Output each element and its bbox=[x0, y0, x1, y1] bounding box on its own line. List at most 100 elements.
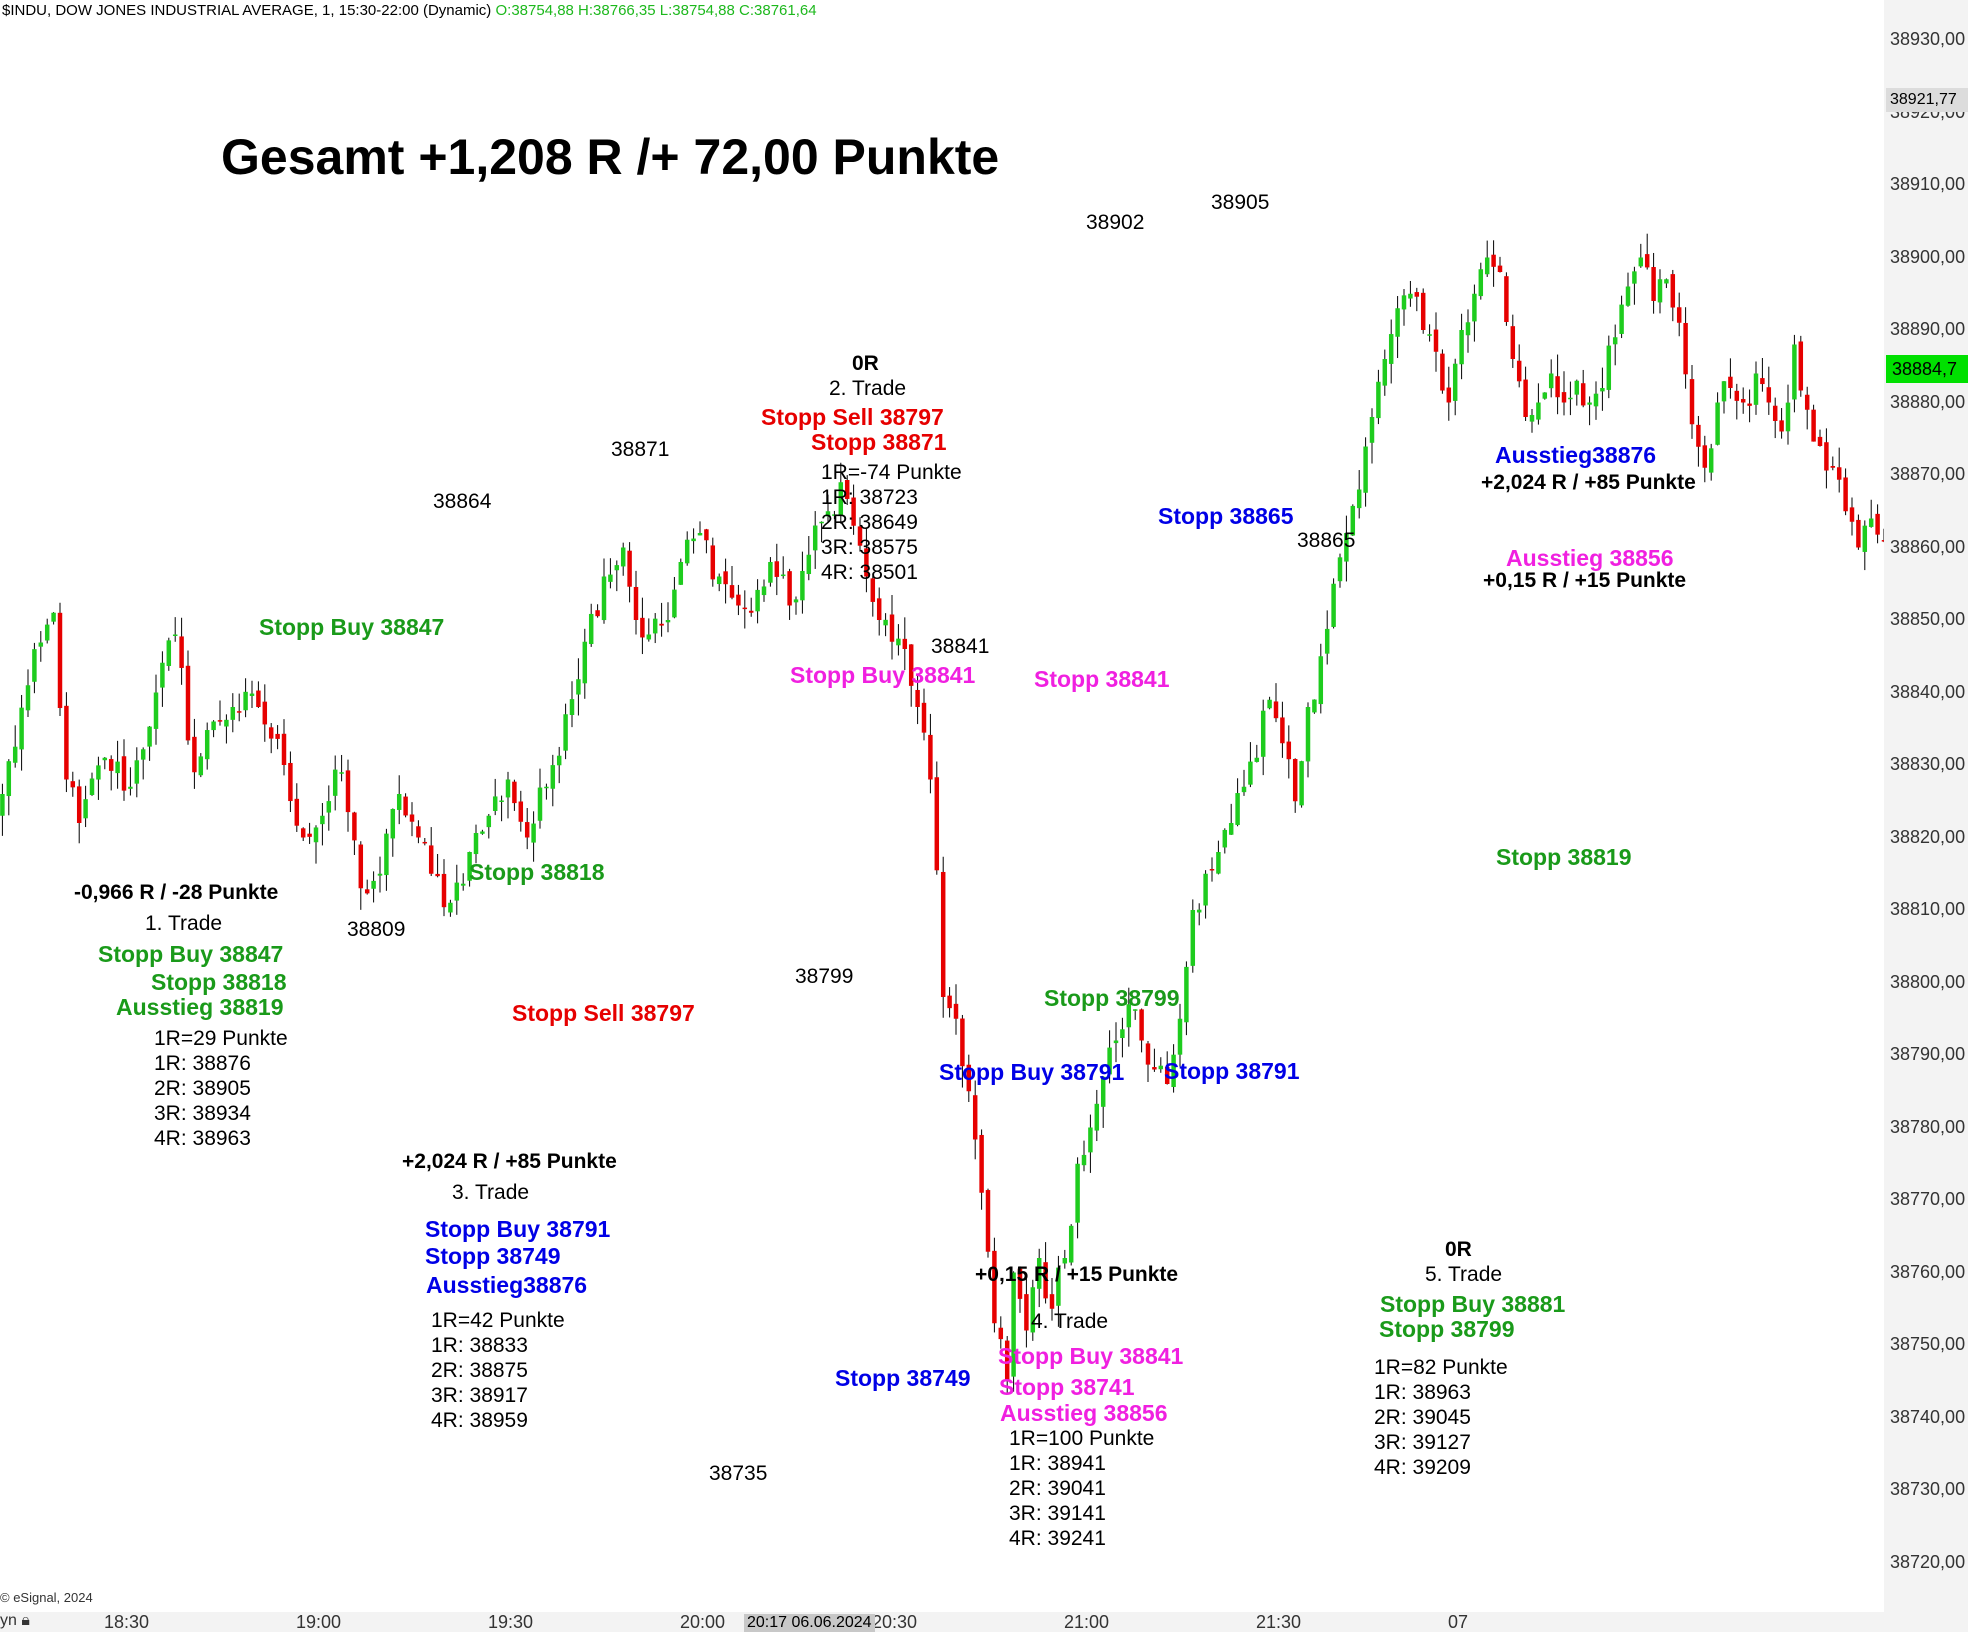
candle-up bbox=[1088, 1127, 1093, 1153]
candle-up bbox=[678, 562, 684, 585]
trade3-r-line: 2R: 38875 bbox=[431, 1359, 528, 1382]
candle-down bbox=[1696, 424, 1701, 447]
candle-up bbox=[249, 693, 255, 696]
candle-down bbox=[518, 801, 524, 822]
candle-down bbox=[640, 617, 645, 638]
candle-up bbox=[1427, 334, 1432, 336]
candle-up bbox=[1126, 1004, 1132, 1028]
candle-up bbox=[1862, 525, 1868, 552]
lock-icon[interactable]: yn 🔒︎ bbox=[0, 1612, 30, 1629]
trade3-entry: Stopp Buy 38791 bbox=[425, 1216, 611, 1242]
candle-down bbox=[889, 614, 895, 642]
candle-up bbox=[384, 833, 389, 876]
candle-down bbox=[1734, 390, 1740, 401]
candle-up bbox=[1056, 1267, 1061, 1306]
marker-stopp-buy: Stopp Buy 38847 bbox=[259, 614, 445, 640]
candle-down bbox=[1811, 409, 1816, 442]
candle-up bbox=[812, 525, 818, 551]
candle-down bbox=[1433, 329, 1439, 352]
marker-stopp: Stopp 38841 bbox=[1034, 666, 1170, 692]
candle-up bbox=[211, 721, 216, 731]
candle-down bbox=[870, 578, 876, 602]
candle-down bbox=[1516, 360, 1522, 382]
value-label: 38871 bbox=[611, 438, 670, 461]
candle-up bbox=[467, 852, 472, 881]
candle-up bbox=[1107, 1047, 1112, 1075]
marker-result: +0,15 R / +15 Punkte bbox=[1483, 569, 1687, 592]
candle-down bbox=[1779, 420, 1784, 432]
marker-stopp: Stopp 38865 bbox=[1158, 503, 1294, 529]
trade4-r-line: 1R: 38941 bbox=[1009, 1452, 1106, 1475]
symbol-header: $INDU, DOW JONES INDUSTRIAL AVERAGE, 1, … bbox=[2, 2, 817, 19]
trade4-result: +0,15 R / +15 Punkte bbox=[975, 1263, 1179, 1286]
candle-down bbox=[857, 526, 863, 546]
candle-up bbox=[1350, 505, 1356, 536]
candle-up bbox=[454, 882, 460, 901]
candle-down bbox=[595, 610, 600, 617]
candle-down bbox=[1414, 292, 1420, 297]
candle-up bbox=[499, 800, 504, 802]
price-axis-tick: 38890,00 bbox=[1890, 319, 1966, 339]
candle-up bbox=[1260, 710, 1266, 757]
candle-up bbox=[371, 880, 376, 889]
candle-down bbox=[787, 571, 792, 606]
candle-up bbox=[51, 612, 56, 622]
candle-down bbox=[300, 828, 306, 838]
candle-up bbox=[1408, 293, 1413, 299]
candle-down bbox=[76, 786, 82, 823]
candle-up bbox=[588, 613, 594, 645]
price-axis-tick: 38760,00 bbox=[1890, 1261, 1966, 1282]
trade4-entry: Stopp Buy 38841 bbox=[998, 1343, 1184, 1369]
trade1-stop: Stopp 38818 bbox=[151, 969, 287, 995]
trade2-name: 2. Trade bbox=[829, 377, 907, 400]
candle-up bbox=[582, 641, 588, 684]
candle-up bbox=[1568, 397, 1573, 400]
time-axis[interactable] bbox=[0, 1612, 1968, 1632]
candle-up bbox=[1465, 322, 1471, 336]
candle-up bbox=[128, 786, 133, 789]
candle-up bbox=[883, 619, 888, 626]
candle-up bbox=[1324, 628, 1330, 654]
value-label: 38865 bbox=[1297, 529, 1356, 552]
candle-up bbox=[339, 772, 344, 774]
candle-up bbox=[1062, 1258, 1068, 1264]
copyright-text: © eSignal, 2024 bbox=[0, 1590, 93, 1605]
candle-down bbox=[1836, 467, 1842, 480]
trade1-r-line: 4R: 38963 bbox=[154, 1127, 251, 1150]
candle-up bbox=[134, 760, 140, 784]
marker-stopp-buy: Stopp Buy 38791 bbox=[939, 1059, 1125, 1085]
trade1-name: 1. Trade bbox=[145, 912, 223, 935]
candle-down bbox=[902, 638, 908, 649]
price-axis[interactable] bbox=[1884, 0, 1968, 1612]
high-price-label: 38921,77 bbox=[1886, 88, 1968, 112]
candle-up bbox=[1593, 393, 1599, 407]
trade4-exit: Ausstieg 38856 bbox=[1000, 1400, 1168, 1426]
candle-up bbox=[569, 699, 575, 716]
candle-down bbox=[1676, 307, 1682, 323]
candle-up bbox=[1235, 793, 1240, 825]
candle-up bbox=[1619, 304, 1624, 334]
candle-down bbox=[947, 995, 952, 1009]
candle-down bbox=[1145, 1043, 1151, 1065]
candle-down bbox=[108, 759, 114, 771]
candle-down bbox=[1856, 519, 1861, 548]
candle-down bbox=[1670, 274, 1676, 308]
candle-up bbox=[1068, 1225, 1074, 1263]
price-axis-tick: 38800,00 bbox=[1890, 971, 1966, 992]
price-axis-tick: 38850,00 bbox=[1890, 609, 1966, 629]
candle-up bbox=[38, 642, 44, 647]
trade4-r-line: 2R: 39041 bbox=[1009, 1477, 1106, 1500]
candle-down bbox=[723, 571, 728, 585]
candle-down bbox=[1491, 254, 1496, 267]
candle-up bbox=[1459, 330, 1464, 365]
candle-up bbox=[473, 832, 479, 855]
candle-up bbox=[1612, 337, 1618, 345]
candle-up bbox=[1248, 761, 1253, 785]
candle-down bbox=[960, 1018, 965, 1067]
candle-up bbox=[115, 761, 120, 774]
cursor-date-label: 20:17 06.06.2024 bbox=[744, 1614, 875, 1632]
marker-stopp: Stopp 38791 bbox=[1164, 1058, 1300, 1084]
candle-down bbox=[736, 594, 741, 606]
current-price-label: 38884,7 bbox=[1886, 355, 1968, 383]
price-axis-tick: 38910,00 bbox=[1890, 174, 1966, 194]
